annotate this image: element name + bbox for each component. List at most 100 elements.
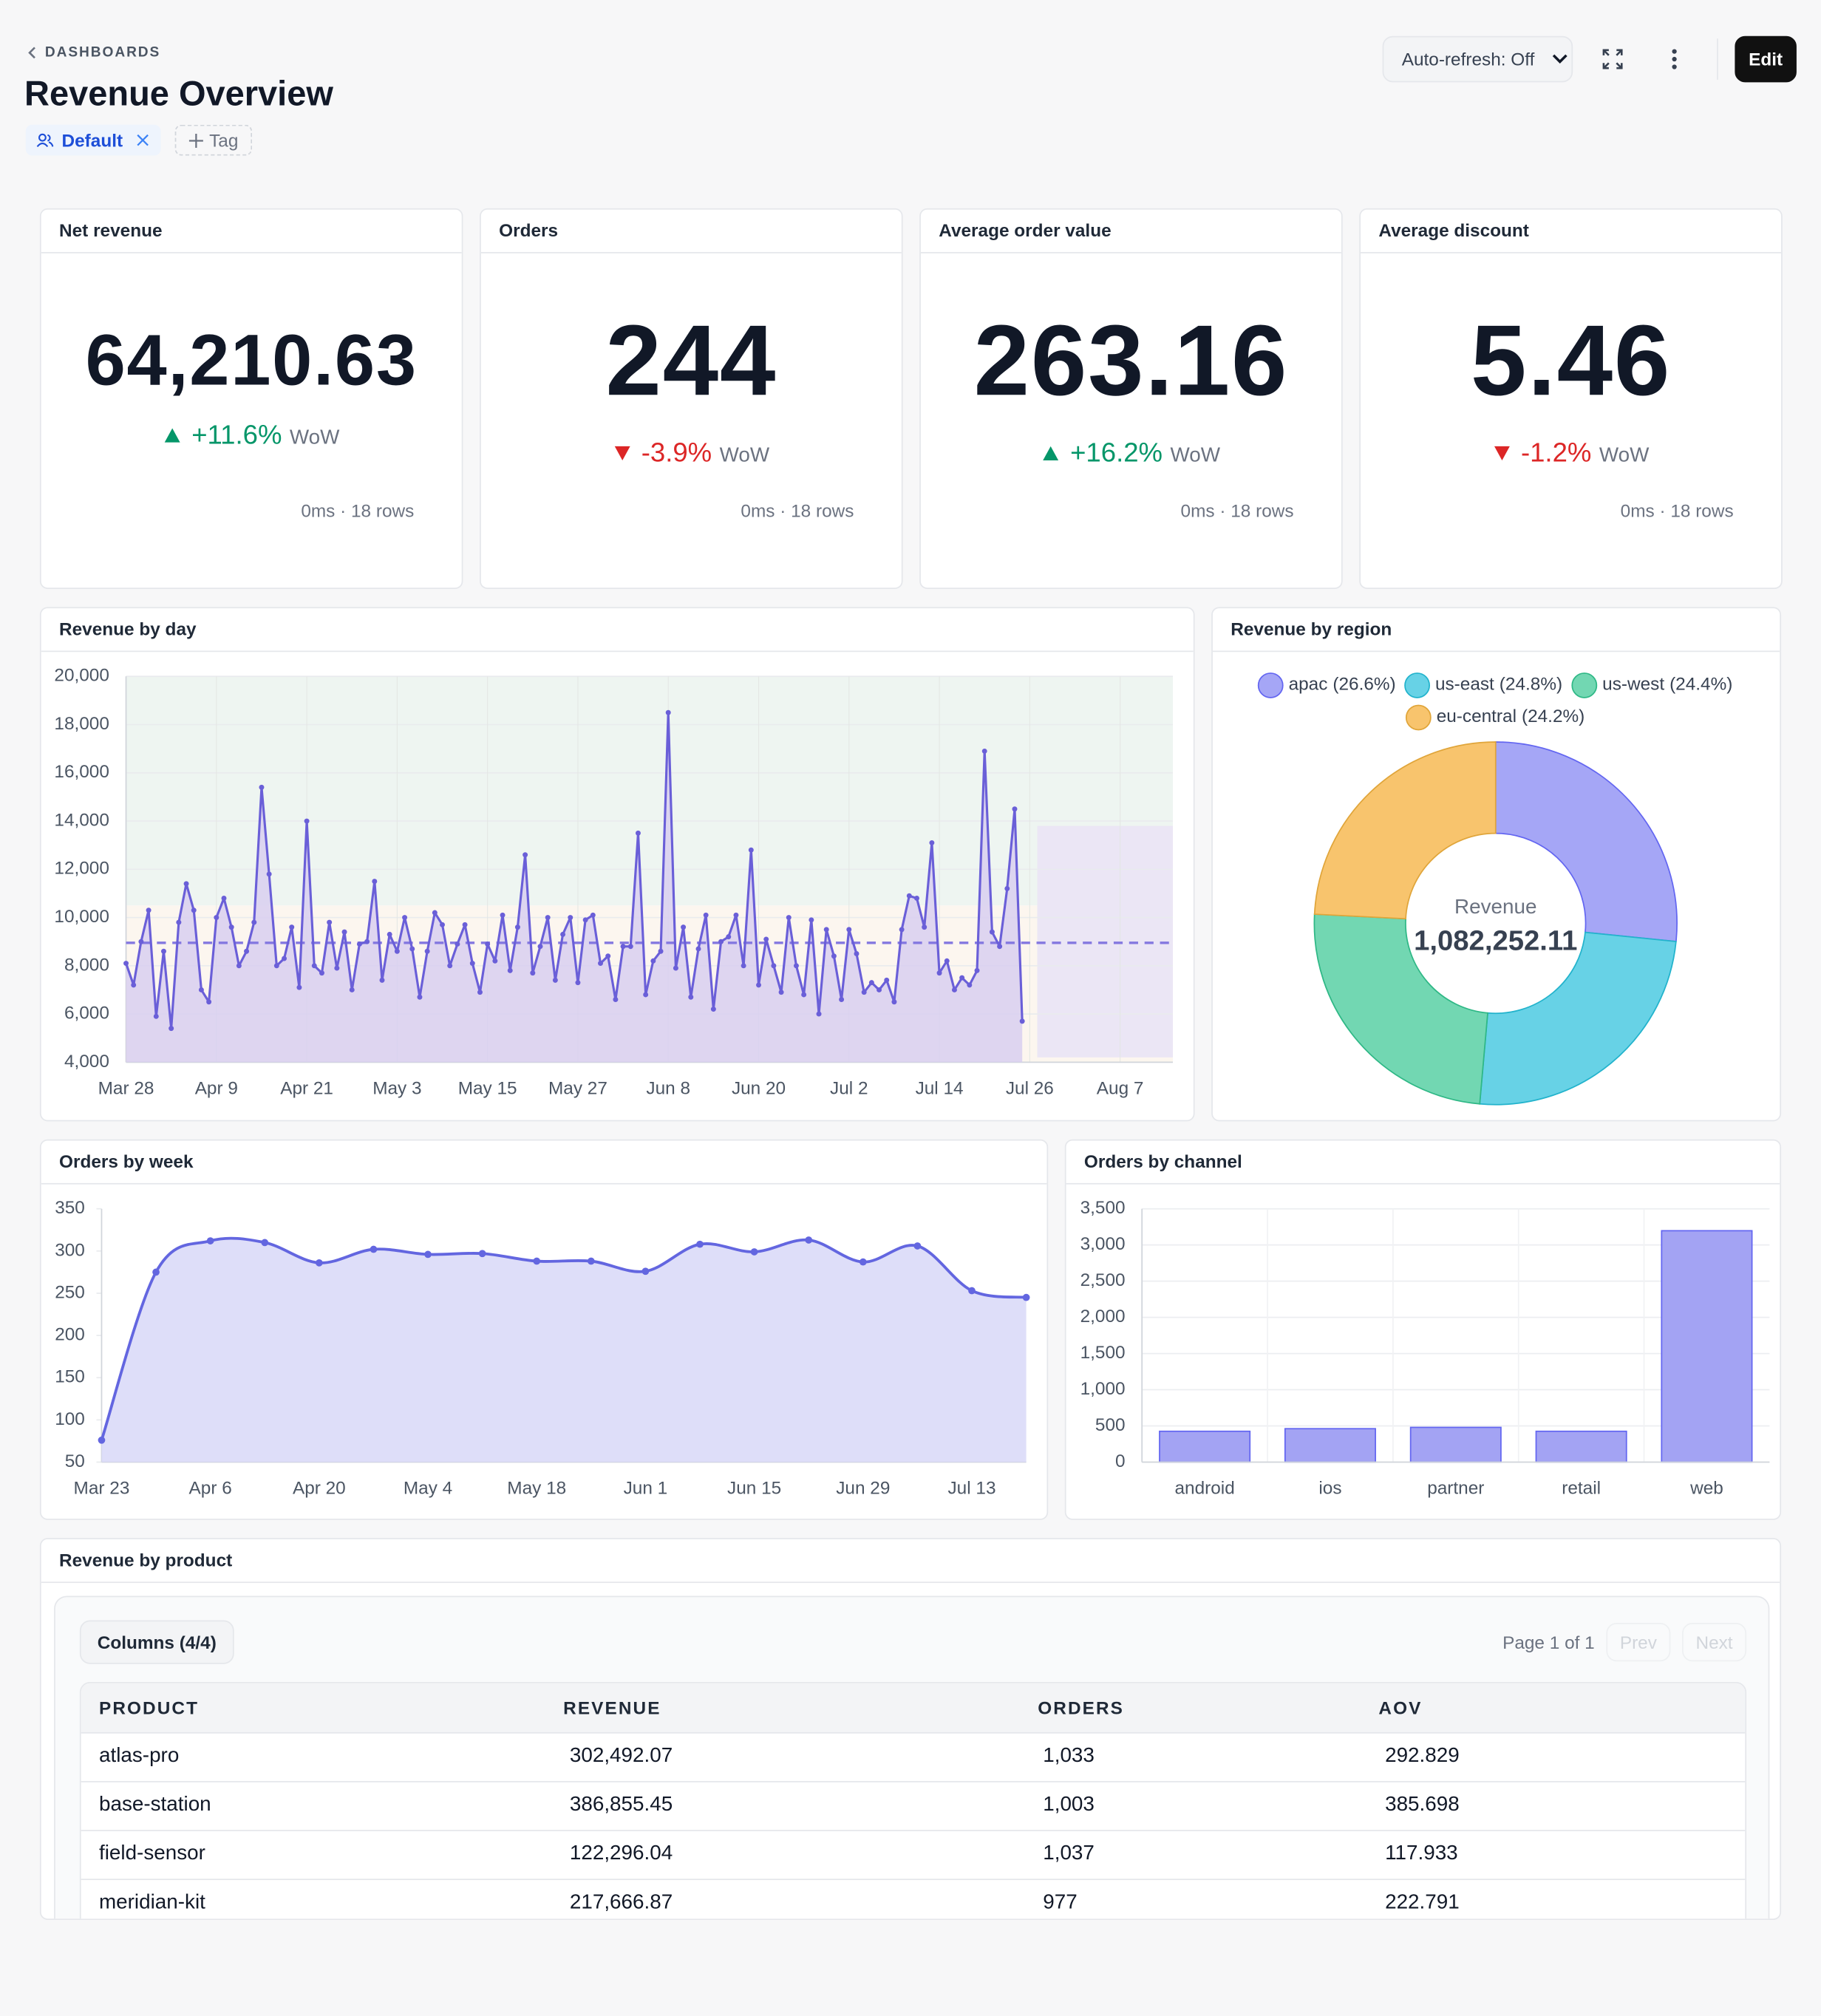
edit-button[interactable]: Edit <box>1735 35 1797 83</box>
point <box>161 948 166 954</box>
x-tick-label: Jul 13 <box>947 1478 995 1498</box>
point <box>440 922 445 927</box>
table-cell: 977 <box>1043 1891 1078 1914</box>
kpi-delta: +16.2% WoW <box>921 438 1341 469</box>
point <box>206 999 212 1005</box>
point <box>251 919 257 925</box>
point <box>153 1013 159 1019</box>
auto-refresh-label: Auto-refresh: Off <box>1401 49 1535 69</box>
point <box>169 1026 174 1032</box>
point <box>805 1236 813 1244</box>
legend-value: (24.2%) <box>1522 706 1585 726</box>
table-row <box>81 1781 1746 1831</box>
point <box>537 944 543 950</box>
point <box>146 907 152 913</box>
point <box>884 977 890 983</box>
point <box>500 912 506 918</box>
delta-unit: WoW <box>1170 445 1221 467</box>
user-icon <box>36 133 54 148</box>
add-tag-button[interactable]: Tag <box>174 124 253 156</box>
point <box>552 977 558 983</box>
y-tick-label: 250 <box>55 1282 85 1302</box>
table-cell: 1,003 <box>1043 1794 1095 1816</box>
delta-value: +11.6% <box>191 420 282 451</box>
auto-refresh-select[interactable]: Auto-refresh: Off <box>1382 35 1573 83</box>
point <box>183 881 189 887</box>
point <box>914 895 919 901</box>
tag-chip[interactable]: Default <box>25 124 161 156</box>
kpi-value: 263.16 <box>973 303 1289 417</box>
point <box>123 961 129 967</box>
y-tick-label: 20,000 <box>54 666 109 686</box>
point <box>273 963 279 969</box>
bar <box>1159 1430 1251 1463</box>
column-header: AOV <box>1378 1697 1423 1718</box>
fullscreen-button[interactable] <box>1602 49 1623 69</box>
point <box>282 956 287 961</box>
y-tick-label: 8,000 <box>64 955 109 975</box>
kpi-meta: 0ms · 18 rows <box>741 500 854 521</box>
point <box>726 934 732 940</box>
point <box>906 893 912 899</box>
point <box>831 953 837 959</box>
point <box>530 970 536 976</box>
y-tick-label: 300 <box>55 1240 85 1260</box>
x-tick-label: Aug 7 <box>1097 1078 1144 1098</box>
remove-icon[interactable] <box>135 132 151 148</box>
point <box>138 939 144 944</box>
point <box>191 907 197 913</box>
point <box>823 927 829 933</box>
prev-button[interactable]: Prev <box>1606 1623 1671 1662</box>
kpi-delta: -1.2% WoW <box>1361 438 1781 469</box>
delta-value: -3.9% <box>641 438 712 469</box>
table-cell: 1,037 <box>1043 1842 1095 1865</box>
x-tick-label: May 18 <box>507 1478 566 1498</box>
table-header <box>81 1683 1746 1734</box>
legend-entry: apac (26.6%) <box>1289 675 1396 695</box>
table-cell: 122,296.04 <box>569 1842 673 1865</box>
more-button[interactable] <box>1668 47 1681 70</box>
point <box>891 999 897 1005</box>
x-tick-label: Jun 15 <box>727 1478 781 1498</box>
point <box>854 951 860 956</box>
y-tick-label: 1,000 <box>1080 1379 1126 1399</box>
chevron-icon <box>28 47 35 59</box>
kpi-card: Orders 244 -3.9% WoW 0ms · 18 rows <box>480 208 903 589</box>
y-tick-label: 350 <box>55 1198 85 1218</box>
y-tick-label: 200 <box>55 1325 85 1345</box>
legend-swatch <box>1404 672 1430 698</box>
legend-value: (26.6%) <box>1332 675 1395 695</box>
point <box>650 958 656 964</box>
point <box>334 965 340 971</box>
point <box>492 958 498 964</box>
point <box>877 987 882 992</box>
table-cell: base-station <box>98 1794 211 1816</box>
next-button[interactable]: Next <box>1682 1623 1747 1662</box>
kpi-meta: 0ms · 18 rows <box>1620 500 1734 521</box>
point <box>545 915 551 921</box>
center-label: Revenue <box>1454 895 1536 918</box>
delta-arrow-shape <box>614 446 630 460</box>
point <box>598 961 603 967</box>
point <box>1019 1018 1025 1024</box>
point <box>643 992 649 998</box>
point <box>951 987 957 992</box>
x-tick-label: Jun 29 <box>836 1478 890 1498</box>
breadcrumb[interactable]: DASHBOARDS <box>27 45 161 61</box>
x-tick-label: Jun 8 <box>646 1078 690 1098</box>
legend-swatch <box>1257 672 1284 698</box>
point <box>236 963 242 969</box>
table-cell: 222.791 <box>1385 1891 1460 1914</box>
columns-button[interactable]: Columns (4/4) <box>79 1620 234 1664</box>
y-tick-label: 2,000 <box>1080 1307 1126 1327</box>
point <box>582 917 588 923</box>
x-tick-label: Jul 14 <box>916 1078 964 1098</box>
point <box>370 1245 378 1253</box>
legend-swatch <box>1405 704 1432 731</box>
delta-arrow <box>614 446 630 460</box>
point <box>289 924 295 930</box>
point <box>221 895 227 901</box>
point <box>514 924 520 930</box>
tag-label: Default <box>61 129 123 151</box>
